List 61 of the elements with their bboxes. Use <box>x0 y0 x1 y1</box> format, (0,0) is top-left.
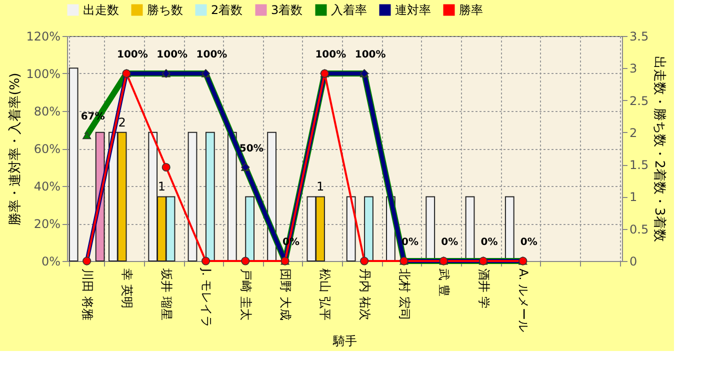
data-label: 100% <box>117 50 148 60</box>
x-tick-label: 幸 英明 <box>120 268 134 308</box>
bar <box>205 132 215 262</box>
data-label: 1 <box>316 180 324 194</box>
y-tick-label: 80% <box>34 104 60 118</box>
data-label: 0% <box>441 237 458 248</box>
legend-label: 勝ち数 <box>147 3 183 17</box>
y2-tick-label: 0 <box>630 254 638 268</box>
y-axis-title: 勝率・連対率・入着率(%) <box>7 72 24 226</box>
bar <box>346 196 356 262</box>
x-tick-label: 団野 大成 <box>278 268 293 320</box>
point <box>360 256 369 266</box>
x-tick-label: 坂井 瑠星 <box>160 268 174 320</box>
y2-tick-label: 0.5 <box>630 222 649 236</box>
point <box>162 162 170 172</box>
y2-tick-label: 3 <box>630 62 638 76</box>
legend-label: 入着率 <box>331 3 367 17</box>
data-label: 100% <box>196 50 228 60</box>
data-label: 0% <box>480 237 498 248</box>
x-tick-label: 北村 宏司 <box>397 268 412 320</box>
y2-tick-label: 2.5 <box>630 94 649 108</box>
x-tick-label: 松山 弘平 <box>318 268 332 320</box>
x-tick-label: 丹内 祐次 <box>358 268 372 320</box>
data-label: 50% <box>239 143 264 154</box>
bar <box>245 196 255 262</box>
legend-label: 2着数 <box>211 3 243 17</box>
bar <box>227 132 237 262</box>
bar <box>364 196 374 262</box>
data-label: 0% <box>520 237 538 248</box>
bar <box>68 68 78 262</box>
x-tick-label: 川田 将雅 <box>80 268 94 320</box>
x-tick-label: 武 豊 <box>437 268 452 296</box>
data-label: 100% <box>156 50 188 60</box>
y2-tick-label: 1 <box>630 190 638 204</box>
y2-tick-label: 1.5 <box>630 158 649 172</box>
y-tick-label: 40% <box>34 180 60 194</box>
y-tick-label: 60% <box>34 142 60 156</box>
data-label: 100% <box>354 50 386 60</box>
legend-label: 出走数 <box>83 3 119 17</box>
data-label: 100% <box>315 50 346 60</box>
x-tick-label: A. ルメール <box>516 268 530 332</box>
y-tick-label: 0% <box>41 254 60 268</box>
data-label: 2 <box>118 115 126 130</box>
x-tick-label: 酒井 学 <box>476 268 491 308</box>
y-tick-label: 100% <box>26 67 60 81</box>
legend-label: 勝率 <box>459 3 483 17</box>
legend-label: 3着数 <box>271 3 303 17</box>
y-tick-label: 20% <box>34 217 60 231</box>
y-tick-label: 120% <box>26 30 60 44</box>
x-axis-title: 騎手 <box>332 334 357 348</box>
point <box>201 256 210 266</box>
legend-label: 連対率 <box>395 3 431 17</box>
y2-axis-title: 出走数・勝ち数・2着数・3着数 <box>652 56 668 242</box>
x-tick-label: 戸崎 圭太 <box>238 268 253 320</box>
point <box>82 132 92 140</box>
data-label: 1 <box>158 180 166 194</box>
y2-tick-label: 3.5 <box>630 30 649 44</box>
x-tick-label: J. モレイラ <box>199 268 214 328</box>
point <box>241 256 250 266</box>
y2-tick-label: 2 <box>630 126 638 140</box>
bar <box>188 132 198 262</box>
